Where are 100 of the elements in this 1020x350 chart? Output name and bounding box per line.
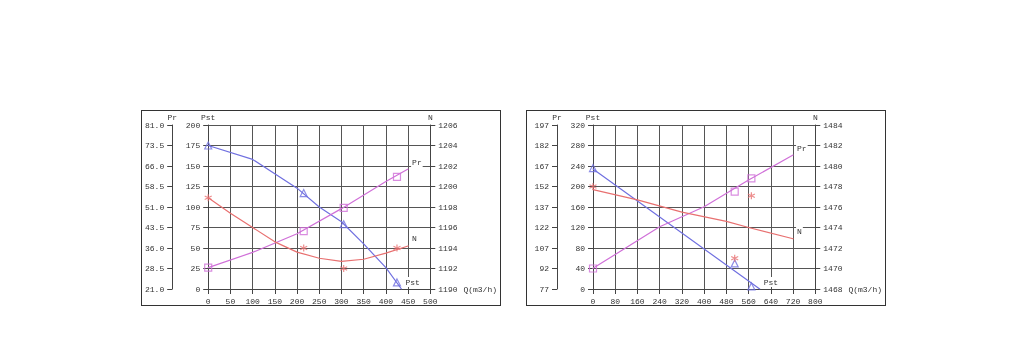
y-tick-label: 0 [195,284,201,294]
x-tick-label: 150 [267,296,283,306]
y2-tick-label: 1192 [438,264,458,273]
y2-tick-label: 1196 [438,223,458,232]
x-tick-label: 300 [334,296,349,306]
y2-tick-label: 1474 [823,223,843,232]
y3-tick-label: 77 [539,284,550,294]
y3-tick-label: 167 [534,161,550,171]
x-tick-label: 400 [378,296,394,306]
y3-tick-label: 152 [534,182,550,191]
y3-tick-label: 21.0 [145,284,165,294]
y3-tick-label: 28.5 [145,264,165,273]
x-tick-label: 50 [225,296,236,306]
point [730,187,739,196]
y2-axis-title: N [427,112,433,122]
point [730,254,739,263]
y2-tick-label: 1194 [438,243,458,253]
y3-tick-label: 107 [534,243,550,253]
point [392,243,402,253]
y-tick-label: 100 [185,202,201,212]
y2-axis-title: N [812,112,818,122]
y2-tick-label: 1472 [823,243,843,253]
point [339,220,348,229]
y2-tick-label: 1470 [823,264,843,273]
x-tick-label: 100 [245,296,261,306]
y-tick-label: 125 [185,182,201,191]
point [588,264,598,273]
y-tick-label: 200 [185,120,201,130]
point [730,259,739,268]
y-tick-label: 25 [190,264,201,273]
point [299,243,308,253]
x-tick-label: 500 [423,296,438,306]
y-axis-title: Pst [585,112,601,122]
y-tick-label: 50 [190,243,201,253]
y2-tick-label: 1202 [438,161,458,171]
x-tick-label: 450 [400,296,416,306]
y2-tick-label: 1198 [438,202,458,212]
point [204,193,213,202]
point [299,226,308,236]
y-tick-label: 160 [570,202,586,212]
y3-tick-label: 182 [534,141,550,150]
y-tick-label: 120 [570,223,586,232]
y2-tick-label: 1480 [823,161,843,171]
point [204,263,213,272]
x-tick-label: 200 [289,296,305,306]
y2-tick-label: 1482 [823,141,843,150]
point [392,278,402,287]
point [588,163,598,173]
y3-tick-label: 122 [534,223,550,232]
y-axis-title: Pst [201,112,216,122]
x-tick-label: 640 [763,296,779,306]
x-tick-label: 350 [356,296,372,306]
point [204,141,213,150]
point [299,188,308,198]
y3-tick-label: 197 [534,120,550,130]
y2-tick-label: 1206 [438,120,458,130]
point [339,264,348,273]
x-tick-label: 480 [719,296,734,306]
x-tick-label: 720 [785,296,801,306]
y3-tick-label: 81.0 [145,120,165,130]
series-label: Pr [797,143,807,153]
y-tick-label: 75 [190,223,201,232]
y-tick-label: 40 [575,264,586,273]
y3-axis-title: Pr [167,112,178,122]
y-tick-label: 0 [580,284,586,294]
x-tick-label: 400 [696,296,712,306]
point [392,172,402,182]
x-tick-label: 160 [630,296,645,306]
y2-tick-label: 1484 [823,120,843,130]
series-label: Pst [763,277,779,287]
series-label: Pr [412,157,422,167]
y2-tick-label: 1468 [823,284,843,294]
line-series [207,197,409,262]
point [588,182,598,191]
y2-tick-label: 1200 [438,182,458,191]
y3-tick-label: 73.5 [145,141,165,150]
y2-tick-label: 1478 [823,182,843,191]
x-tick-label: 0 [205,296,211,306]
y-tick-label: 175 [185,141,201,150]
y-tick-label: 80 [575,243,586,253]
y-tick-label: 240 [570,161,586,171]
y-tick-label: 200 [570,182,586,191]
x-tick-label: 250 [312,296,327,306]
y3-tick-label: 43.5 [145,223,165,232]
y2-tick-label: 1476 [823,202,843,212]
x-tick-label: 320 [674,296,690,306]
y3-tick-label: 92 [539,264,550,273]
y3-tick-label: 58.5 [145,182,165,191]
y3-tick-label: 51.0 [145,202,165,212]
x-tick-label: 800 [808,296,823,306]
point [747,282,756,291]
x-tick-label: 0 [590,296,596,306]
x-axis-title: Q(m3/h) [848,284,882,294]
series-label: Pst [405,277,420,287]
x-tick-label: 240 [652,296,668,306]
y-tick-label: 320 [570,120,586,130]
x-axis-title: Q(m3/h) [463,284,497,294]
series-label: N [412,234,418,244]
point [747,174,756,183]
series-label: N [797,227,803,237]
